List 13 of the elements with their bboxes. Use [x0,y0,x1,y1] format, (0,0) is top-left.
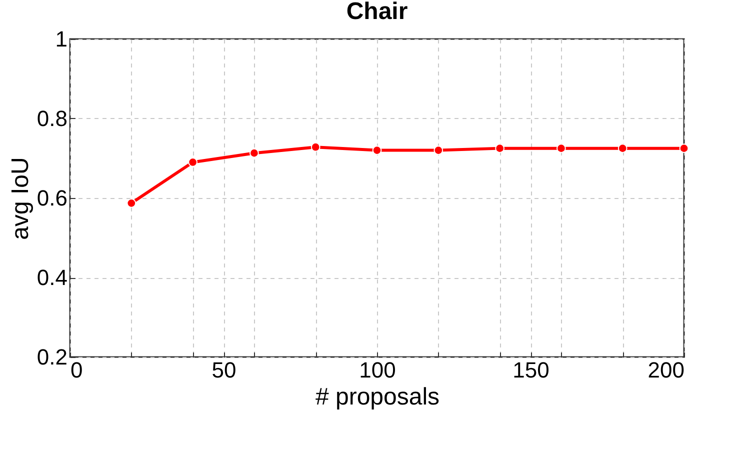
y-tick-label: 0.8 [36,106,68,131]
x-tick-label: 200 [648,358,684,382]
y-tick-label: 0.2 [36,344,68,370]
x-tick-label: 150 [512,358,550,382]
x-tick-label: 0 [70,358,83,382]
y-tick-label: 1 [55,26,68,52]
y-tick-label: 0.6 [36,186,68,210]
y-tick-label: 0.4 [36,265,68,290]
x-tick-label: 50 [212,358,236,382]
chart-title: Chair [346,0,408,25]
y-axis-title: avg IoU [6,157,34,240]
x-tick-label: 100 [359,358,396,382]
x-axis-title: # proposals [315,384,440,410]
